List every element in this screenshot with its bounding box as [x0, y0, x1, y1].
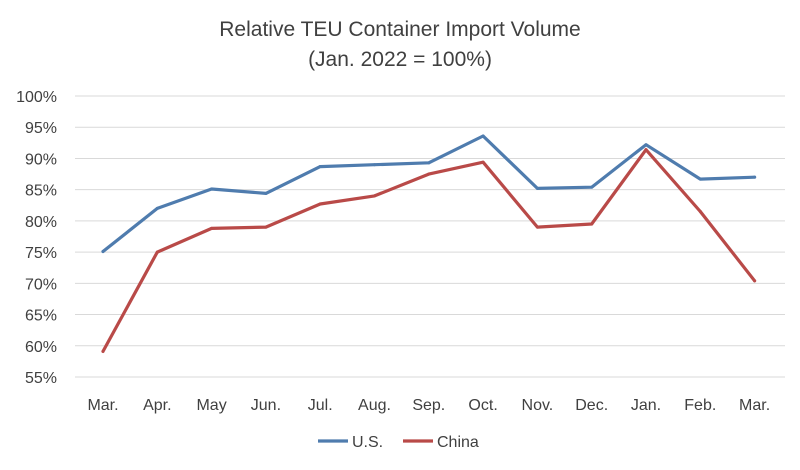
x-tick-label: Feb. [684, 397, 716, 414]
x-tick-label: Nov. [522, 397, 554, 414]
data-point [101, 249, 105, 253]
data-point [264, 191, 268, 195]
x-axis-labels: Mar. Apr. May Jun. Jul. Aug. Sep. Oct. Nov. Dec. J… [87, 397, 770, 414]
y-tick-label: 65% [25, 308, 57, 325]
data-point [535, 225, 539, 229]
legend-label: China [437, 434, 479, 451]
y-tick-label: 85% [25, 183, 57, 200]
y-tick-label: 80% [25, 214, 57, 231]
data-point [373, 194, 376, 198]
gridlines [75, 95, 785, 378]
y-axis-labels: 55% 60% 65% 70% 75% 80% 85% 90% 95% 100% [16, 89, 57, 387]
data-point [753, 279, 757, 283]
legend: U.S. China [318, 434, 479, 451]
series-line-china [101, 148, 757, 353]
data-point [698, 210, 702, 214]
x-tick-label: Sep. [412, 397, 445, 414]
data-point [155, 250, 159, 254]
chart-title: Relative TEU Container Import Volume [219, 18, 580, 41]
x-tick-label: Jul. [308, 397, 333, 414]
x-tick-label: May [196, 397, 226, 414]
data-point [373, 163, 376, 167]
watermark-text: 雪球：战斗吧贾维思 [572, 432, 725, 451]
y-tick-label: 75% [25, 245, 57, 262]
y-tick-label: 90% [25, 151, 57, 168]
y-tick-label: 55% [25, 370, 57, 387]
y-tick-label: 95% [25, 120, 57, 137]
chart-subtitle: (Jan. 2022 = 100%) [308, 48, 492, 71]
y-tick-label: 60% [25, 339, 57, 356]
data-point [481, 160, 485, 164]
data-point [644, 148, 648, 152]
x-tick-label: Mar. [739, 397, 770, 414]
x-tick-label: Apr. [143, 397, 171, 414]
data-point [101, 349, 105, 353]
x-tick-label: Aug. [358, 397, 391, 414]
y-tick-label: 70% [25, 276, 57, 293]
data-point [318, 202, 322, 206]
y-tick-label: 100% [16, 89, 57, 106]
data-point [698, 177, 702, 181]
x-tick-label: Dec. [575, 397, 608, 414]
data-point [427, 161, 431, 165]
data-point [210, 187, 214, 191]
data-point [155, 206, 159, 210]
data-point [644, 143, 648, 147]
data-point [590, 222, 594, 226]
data-point [535, 186, 539, 190]
x-tick-label: Oct. [468, 397, 497, 414]
x-tick-label: Mar. [87, 397, 118, 414]
data-point [590, 185, 594, 189]
x-tick-label: Jun. [251, 397, 281, 414]
x-tick-label: Jan. [631, 397, 661, 414]
data-point [427, 172, 431, 176]
snowball-logo-icon [544, 430, 566, 452]
data-point [264, 225, 268, 229]
data-point [753, 175, 757, 179]
data-point [210, 226, 214, 230]
watermark: 雪球：战斗吧贾维思 [544, 430, 725, 452]
legend-label: U.S. [352, 434, 383, 451]
data-point [481, 134, 485, 138]
data-point [318, 165, 322, 169]
series-lines [101, 134, 757, 353]
